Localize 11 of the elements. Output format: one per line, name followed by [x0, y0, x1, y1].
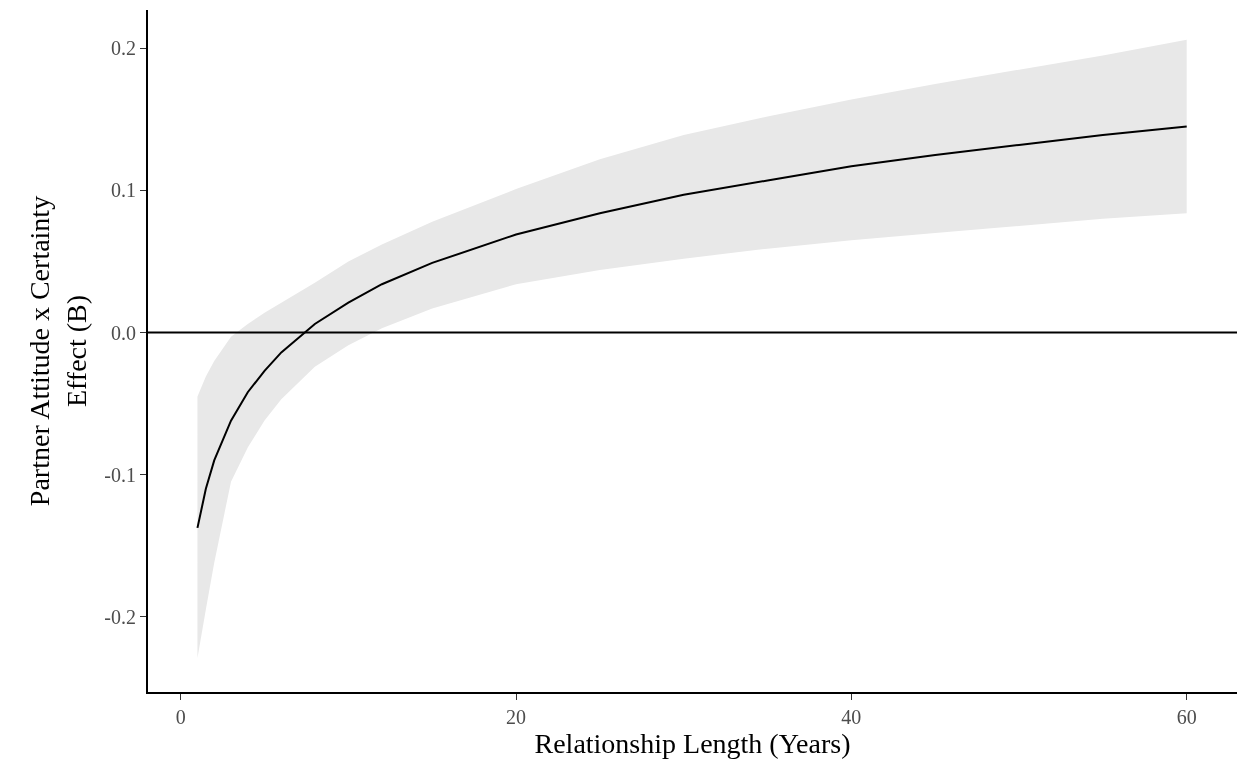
- y-tick-label: 0.1: [111, 179, 136, 202]
- x-axis-title: Relationship Length (Years): [534, 728, 851, 759]
- x-tick-label: 20: [506, 706, 527, 728]
- y-tick-label: -0.1: [104, 463, 136, 486]
- x-tick-label: 0: [175, 706, 186, 728]
- x-tick-label: 40: [841, 706, 862, 728]
- y-tick-label: 0.0: [111, 321, 136, 344]
- y-tick-label: 0.2: [111, 37, 136, 60]
- y-tick-label: -0.2: [104, 605, 136, 628]
- x-tick-label: 60: [1176, 706, 1197, 728]
- y-axis-title: Partner Attitude x Certainty Effect (B): [24, 195, 92, 507]
